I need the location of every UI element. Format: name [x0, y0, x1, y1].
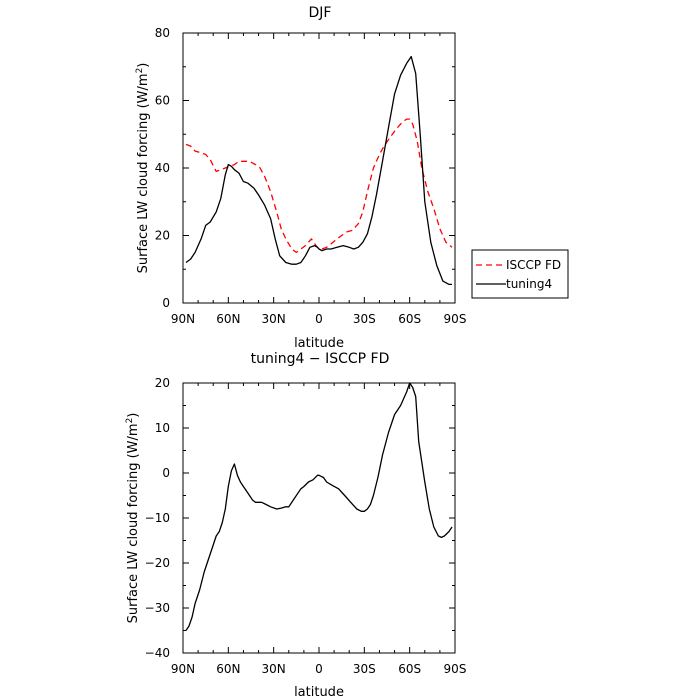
y-tick-label: −30	[145, 601, 170, 615]
bottom-chart-title: tuning4 − ISCCP FD	[251, 351, 390, 367]
top-legend: ISCCP FD tuning4	[471, 249, 569, 299]
x-tick-label: 90S	[444, 312, 467, 326]
top-chart-title: DJF	[309, 5, 332, 21]
top-x-axis-label: latitude	[294, 336, 344, 351]
bottom-axis-ticks: 90N 60N 30N 0 30S 60S 90S −40 −30 −20 −10 0 10 20	[145, 376, 467, 676]
y-tick-label: −20	[145, 556, 170, 570]
y-tick-label: −40	[145, 646, 170, 660]
x-tick-label: 30S	[353, 662, 376, 676]
y-tick-label: 0	[162, 466, 170, 480]
y-tick-label: 40	[155, 161, 170, 175]
legend-label-tuning4: tuning4	[506, 277, 552, 291]
legend-label-isccp-fd: ISCCP FD	[506, 258, 561, 272]
top-series-line-isccp-fd	[185, 118, 453, 254]
top-series-line-tuning4	[185, 55, 452, 286]
top-series-group	[185, 55, 453, 286]
x-tick-label: 30N	[262, 662, 286, 676]
bottom-y-axis-label: Surface LW cloud forcing (W/m2)	[125, 413, 141, 624]
y-tick-label: 80	[155, 26, 170, 40]
bottom-x-axis-label: latitude	[294, 685, 344, 700]
x-tick-label: 90N	[171, 312, 195, 326]
top-axis-ticks: 90N 60N 30N 0 30S 60S 90S 0 20 40 60 80	[155, 26, 467, 326]
x-tick-label: 0	[315, 312, 323, 326]
top-y-axis-label: Surface LW cloud forcing (W/m2)	[135, 63, 151, 274]
x-tick-label: 90S	[444, 662, 467, 676]
y-tick-label: 0	[162, 296, 170, 310]
bottom-series-group	[185, 382, 453, 631]
x-tick-label: 60S	[398, 312, 421, 326]
bottom-series-line-difference	[185, 382, 453, 631]
x-tick-label: 0	[315, 662, 323, 676]
y-tick-label: −10	[145, 511, 170, 525]
bottom-panel: tuning4 − ISCCP FD 90N 60N 30N 0 30S 60S 90S −4…	[125, 351, 466, 700]
y-tick-label: 20	[155, 376, 170, 390]
y-tick-label: 60	[155, 94, 170, 108]
y-tick-label: 10	[155, 421, 170, 435]
y-tick-label: 20	[155, 229, 170, 243]
x-tick-label: 90N	[171, 662, 195, 676]
x-tick-label: 30S	[353, 312, 376, 326]
x-tick-label: 60N	[216, 312, 240, 326]
x-tick-label: 60N	[216, 662, 240, 676]
top-legend-box	[471, 249, 569, 299]
x-tick-label: 30N	[262, 312, 286, 326]
x-tick-label: 60S	[398, 662, 421, 676]
top-panel: DJF 90N 60N 30N 0 30S 60S 90S 0 20 40 60 80 latitud…	[135, 5, 569, 351]
